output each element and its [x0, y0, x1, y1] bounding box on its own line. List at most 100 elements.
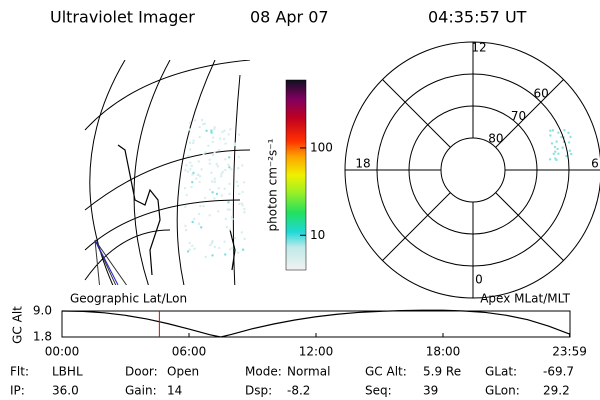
aurora-dot [224, 253, 227, 256]
aurora-dot [189, 168, 192, 171]
aurora-dot [192, 139, 195, 142]
aurora-dot [220, 194, 224, 197]
aurora-dot [210, 180, 214, 183]
colorbar [285, 79, 307, 271]
aurora-dot [233, 236, 237, 240]
aurora-dot [217, 187, 220, 190]
aurora-dot [188, 248, 191, 251]
info-label: Flt: [10, 365, 29, 379]
aurora-dot [549, 134, 552, 137]
aurora-dot [225, 226, 229, 229]
aurora-dot [202, 152, 205, 156]
aurora-dot [193, 119, 197, 122]
info-value: 5.9 Re [423, 365, 461, 379]
aurora-dot [560, 135, 563, 139]
info-label: Gain: [125, 384, 157, 398]
colorbar-tick-label: 10 [310, 228, 325, 242]
lat-label: 80 [488, 132, 503, 146]
mlt-spoke [382, 192, 451, 261]
aurora-dot [208, 188, 212, 191]
info-value: Open [167, 365, 199, 379]
aurora-dot [237, 155, 240, 159]
aurora-dot [213, 177, 216, 180]
aurora-dot [555, 158, 558, 162]
aurora-dot [567, 131, 570, 135]
aurora-dot [190, 185, 193, 189]
aurora-dot [224, 158, 227, 161]
aurora-dot [224, 168, 227, 172]
x-tick-label: 12:00 [299, 345, 334, 359]
aurora-dot [565, 154, 568, 158]
aurora-dot [210, 171, 213, 175]
aurora-dot [556, 147, 559, 151]
aurora-dot [228, 182, 231, 186]
info-value: 14 [167, 384, 182, 398]
aurora-dot [233, 143, 237, 147]
aurora-dot [197, 173, 200, 176]
info-value: -69.7 [543, 365, 574, 379]
aurora-dot [210, 242, 213, 245]
map-label-left: Geographic Lat/Lon [70, 292, 187, 306]
mlt-label: 0 [475, 273, 483, 287]
aurora-dot [188, 128, 192, 131]
aurora-dot [222, 137, 226, 141]
aurora-dot [218, 246, 221, 250]
aurora-dot [208, 158, 211, 162]
aurora-dot [243, 207, 246, 211]
aurora-dot [242, 181, 246, 184]
aurora-dot [223, 187, 226, 190]
aurora-dot [188, 241, 191, 245]
aurora-dot [188, 148, 192, 151]
info-label: GLat: [485, 365, 517, 379]
aurora-dot [552, 152, 555, 156]
aurora-dot [197, 222, 201, 225]
aurora-dot [241, 164, 244, 167]
aurora-dot [237, 133, 241, 136]
aurora-dot [226, 208, 230, 211]
info-label: GC Alt: [365, 365, 407, 379]
info-value: 36.0 [52, 384, 79, 398]
aurora-dot [217, 148, 221, 152]
aurora-dot [200, 226, 203, 229]
map-label-right: Apex MLat/MLT [480, 292, 570, 306]
x-tick-label: 00:00 [45, 345, 80, 359]
aurora-dot [186, 250, 190, 253]
aurora-dot [567, 141, 571, 144]
aurora-dot [228, 166, 231, 169]
aurora-dot [197, 160, 201, 163]
aurora-dot [198, 125, 201, 129]
x-tick-label: 23:59 [552, 345, 587, 359]
aurora-dot [211, 136, 215, 139]
aurora-dot [220, 172, 223, 175]
aurora-dot [208, 243, 212, 247]
aurora-dot [229, 248, 232, 251]
lat-label: 60 [533, 86, 548, 100]
y-tick-label: 9.0 [33, 304, 52, 318]
aurora-dot [191, 180, 194, 184]
y-tick-label: 1.8 [33, 330, 52, 344]
info-value: Normal [287, 365, 330, 379]
aurora-dot [243, 211, 246, 214]
aurora-dot [205, 129, 208, 133]
aurora-dot [195, 177, 198, 180]
aurora-dot [227, 201, 230, 204]
aurora-dot [228, 192, 231, 196]
colorbar-label: photon cm⁻²s⁻¹ [266, 138, 280, 231]
info-label: IP: [10, 384, 25, 398]
aurora-dot [193, 247, 196, 251]
aurora-dot [553, 145, 557, 149]
aurora-dot [211, 191, 214, 194]
aurora-dot [210, 129, 213, 132]
aurora-dot [200, 118, 204, 122]
aurora-emission [183, 118, 573, 259]
aurora-dot [569, 135, 572, 139]
aurora-dot [224, 142, 227, 145]
mlt-spoke [382, 79, 451, 148]
aurora-dot [199, 204, 202, 208]
aurora-dot [184, 205, 187, 208]
aurora-dot [184, 224, 187, 228]
aurora-dot [188, 141, 192, 145]
info-panel: Flt: LBHL IP: 36.0 Door: Open Gain: 14 Mode: Norm… [10, 365, 574, 398]
info-label: Mode: [245, 365, 282, 379]
